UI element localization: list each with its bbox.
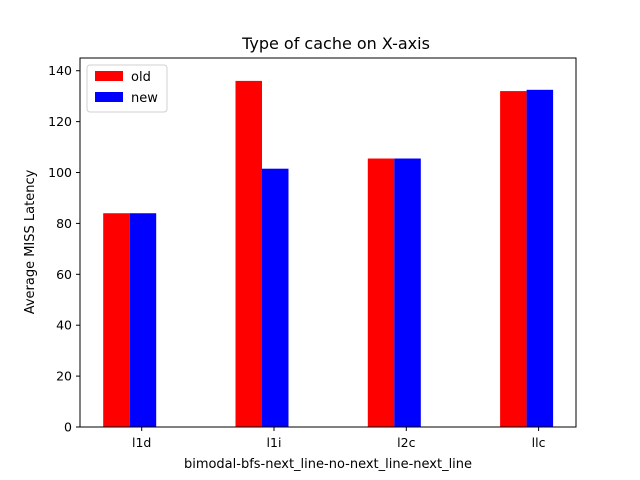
y-tick-label-20: 20 [56, 369, 72, 384]
y-tick-label-60: 60 [56, 267, 72, 282]
y-tick-label-140: 140 [48, 63, 72, 78]
bar-old-l1i [235, 80, 262, 428]
x-tick-label-l1i: l1i [267, 435, 282, 450]
legend-swatch-new [95, 92, 123, 102]
bar-old-l2c [367, 158, 395, 427]
y-tick-label-100: 100 [48, 165, 72, 180]
x-tick-label-l1d: l1d [132, 435, 151, 450]
legend-swatch-old [95, 71, 123, 81]
bar-new-l1i [262, 168, 289, 427]
bar-new-llc [526, 89, 554, 427]
bars-group [103, 80, 554, 428]
x-axis: l1d l1i l2c llc [132, 427, 546, 450]
y-tick-label-0: 0 [64, 420, 72, 435]
y-tick-label-120: 120 [48, 114, 72, 129]
x-tick-label-llc: llc [532, 435, 546, 450]
x-tick-label-l2c: l2c [397, 435, 415, 450]
y-tick-label-40: 40 [56, 318, 72, 333]
x-axis-label: bimodal-bfs-next_line-no-next_line-next_… [184, 457, 472, 472]
y-axis: 0 20 40 60 80 100 120 140 [48, 63, 80, 435]
y-axis-label: Average MISS Latency [23, 169, 38, 314]
chart-title: Type of cache on X-axis [241, 34, 430, 53]
legend: old new [86, 64, 168, 113]
y-tick-label-80: 80 [56, 216, 72, 231]
bar-new-l1d [129, 213, 157, 427]
bar-old-l1d [103, 213, 130, 427]
legend-label-new: new [131, 91, 158, 106]
bar-new-l2c [394, 158, 421, 427]
bar-old-llc [500, 91, 527, 427]
legend-label-old: old [131, 70, 151, 85]
plot-frame [79, 57, 577, 428]
